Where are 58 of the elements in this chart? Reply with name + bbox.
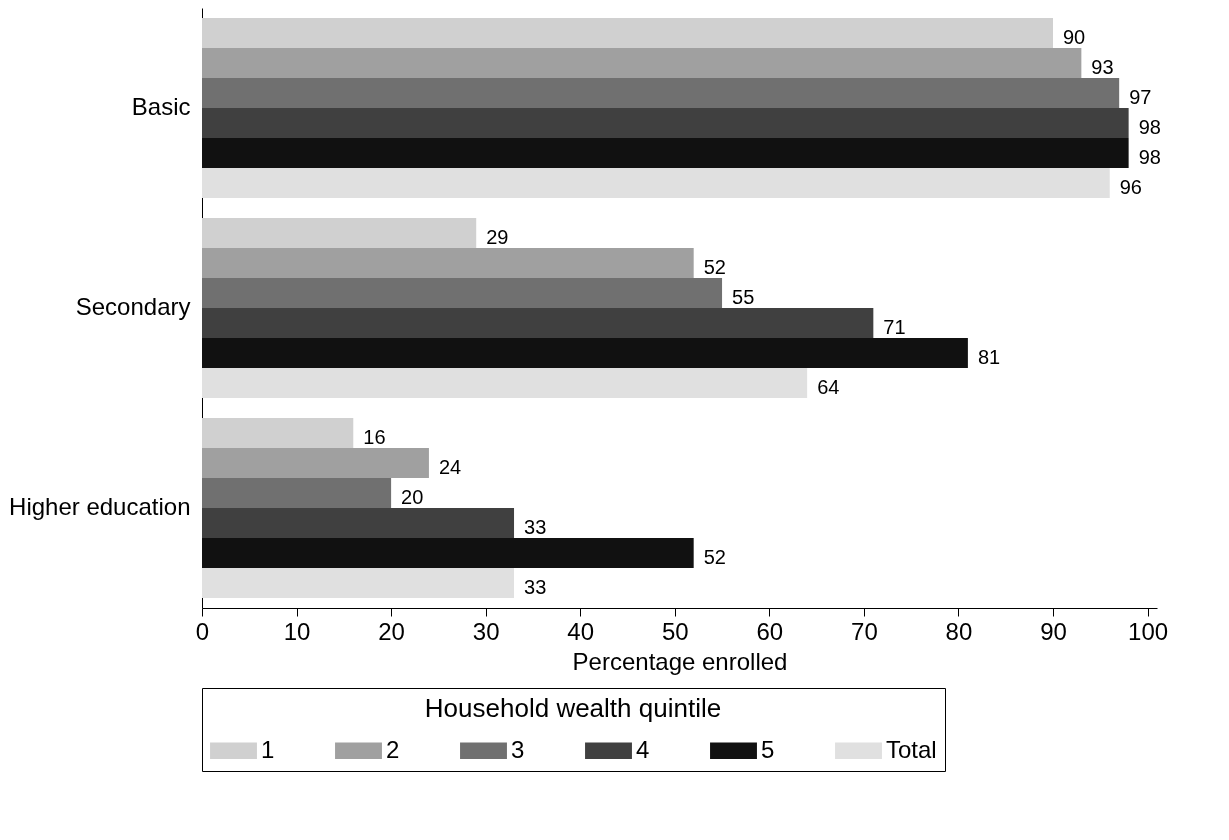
x-tick-label: 30: [472, 617, 500, 645]
data-label: 71: [883, 316, 906, 338]
bar: [202, 278, 723, 308]
data-label: 29: [486, 226, 509, 248]
bar: [202, 338, 968, 368]
data-label: 81: [977, 346, 1001, 368]
bar: [202, 538, 694, 568]
data-label: 52: [703, 256, 726, 278]
x-tick-label: 50: [661, 617, 689, 645]
bar: [202, 508, 515, 538]
bar: [202, 478, 392, 508]
data-label: 96: [1119, 176, 1142, 198]
legend-title: Household wealth quintile: [424, 693, 722, 723]
x-tick-label: 90: [1040, 617, 1067, 645]
bar: [202, 248, 694, 278]
x-tick-label: 10: [283, 617, 311, 645]
legend-label: 2: [386, 735, 400, 763]
bar: [202, 48, 1082, 78]
bar: [202, 18, 1053, 48]
bar: [202, 108, 1129, 138]
data-label: 98: [1138, 116, 1161, 138]
data-label: 93: [1091, 56, 1114, 78]
bar: [202, 168, 1110, 198]
y-tick-label: Basic: [131, 93, 191, 120]
data-label: 97: [1129, 86, 1152, 108]
x-tick-label: 80: [945, 617, 973, 645]
data-label: 16: [363, 426, 386, 448]
data-label: 24: [438, 456, 462, 478]
data-label: 64: [817, 376, 840, 398]
legend-label: 4: [636, 735, 650, 763]
data-label: 90: [1062, 26, 1086, 48]
y-tick-label: Secondary: [75, 293, 191, 320]
bar: [202, 448, 429, 478]
x-axis-title: Percentage enrolled: [572, 647, 788, 675]
x-tick-label: 70: [851, 617, 878, 645]
data-label: 33: [524, 576, 547, 598]
bar: [202, 78, 1120, 108]
data-label: 52: [703, 546, 726, 568]
bar: [202, 308, 874, 338]
legend-label: 1: [261, 735, 275, 763]
legend-label: Total: [886, 735, 937, 763]
legend-label: 3: [511, 735, 525, 763]
x-tick-label: 60: [756, 617, 784, 645]
y-tick-label: Higher education: [9, 493, 191, 520]
x-tick-label: 40: [567, 617, 595, 645]
data-label: 33: [524, 516, 547, 538]
data-label: 55: [732, 286, 755, 308]
bar: [202, 368, 808, 398]
legend-label: 5: [761, 735, 775, 763]
data-label: 20: [401, 486, 424, 508]
data-label: 98: [1138, 146, 1161, 168]
bar: [202, 218, 477, 248]
bar: [202, 568, 515, 598]
x-tick-label: 100: [1128, 617, 1169, 645]
bar: [202, 138, 1129, 168]
bar: [202, 418, 354, 448]
x-tick-label: 20: [378, 617, 405, 645]
x-tick-label: 0: [195, 617, 210, 645]
